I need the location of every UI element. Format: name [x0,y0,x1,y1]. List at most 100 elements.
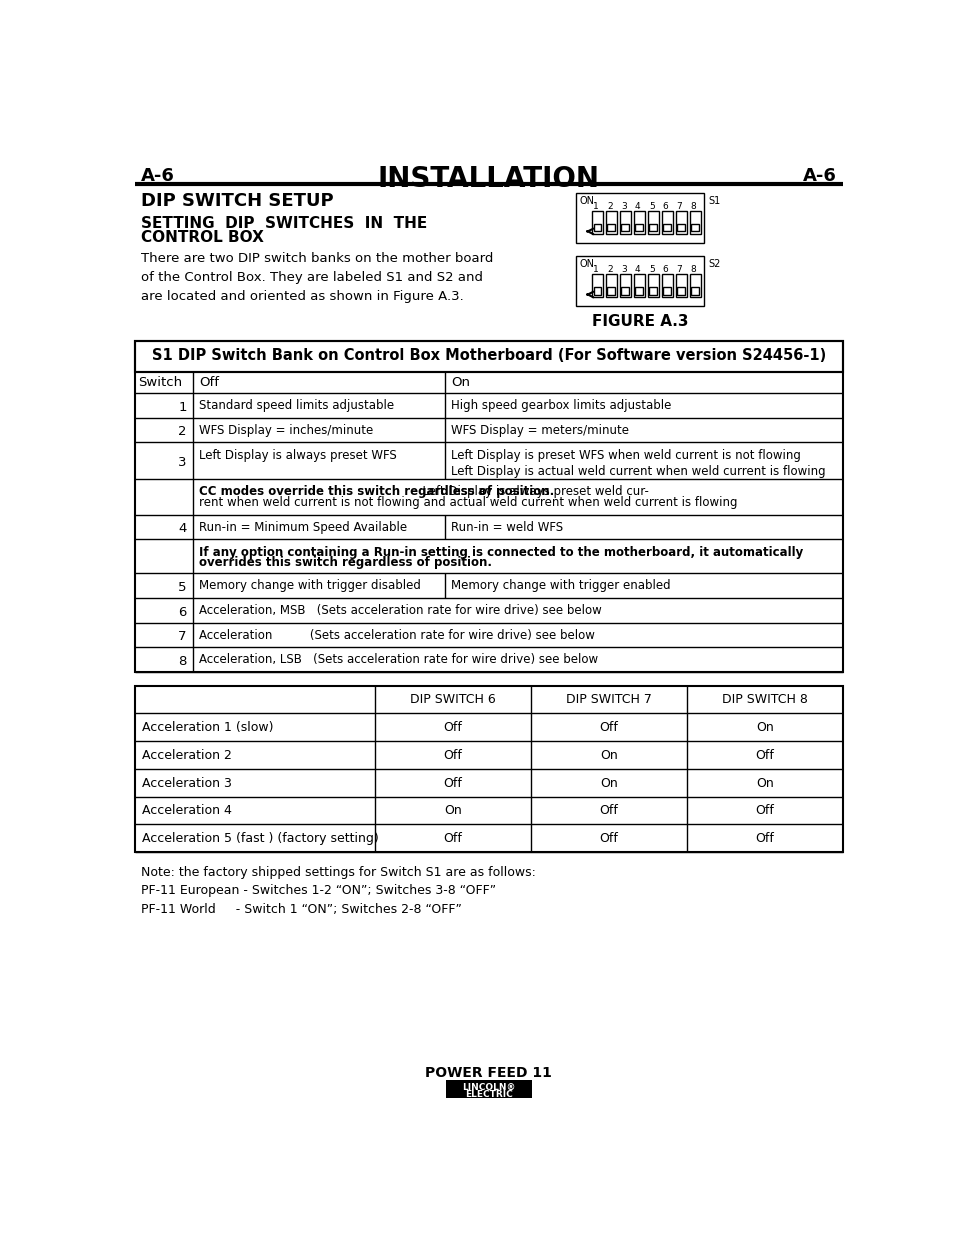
Text: Acceleration, LSB   (Sets acceleration rate for wire drive) see below: Acceleration, LSB (Sets acceleration rat… [199,653,598,667]
Bar [635,224,642,231]
Text: Run-in = weld WFS: Run-in = weld WFS [451,521,562,534]
Bar [607,224,615,231]
Bar [662,224,670,231]
Text: S2: S2 [707,259,720,269]
Bar [592,274,602,296]
Text: Run-in = Minimum Speed Available: Run-in = Minimum Speed Available [199,521,407,534]
Text: 4: 4 [635,266,639,274]
Bar [675,211,686,233]
Bar [607,287,615,294]
Text: INSTALLATION: INSTALLATION [377,165,599,193]
Text: WFS Display = inches/minute: WFS Display = inches/minute [199,424,373,437]
Text: 7: 7 [676,203,681,211]
Text: rent when weld current is not flowing and actual weld current when weld current : rent when weld current is not flowing an… [199,496,737,509]
Text: 5: 5 [648,266,654,274]
Bar [134,341,842,672]
Text: On: On [599,777,618,789]
Bar [691,287,699,294]
Text: 4: 4 [635,203,639,211]
Bar [677,287,684,294]
Bar [576,256,703,306]
Bar [592,211,602,233]
Bar [691,224,699,231]
Text: 8: 8 [178,655,187,668]
Text: On: On [756,721,773,734]
Text: ON: ON [579,259,594,269]
Text: DIP SWITCH 6: DIP SWITCH 6 [410,693,496,706]
Text: DIP SWITCH SETUP: DIP SWITCH SETUP [141,193,334,210]
Text: Off: Off [199,377,219,389]
Text: 3: 3 [620,203,626,211]
Bar [620,224,629,231]
Text: 8: 8 [690,203,696,211]
Text: DIP SWITCH 8: DIP SWITCH 8 [721,693,807,706]
Bar [689,274,700,296]
Bar [633,274,644,296]
Text: Off: Off [443,777,462,789]
Text: On: On [756,777,773,789]
Text: Off: Off [599,832,618,845]
Text: Acceleration 4: Acceleration 4 [142,804,233,818]
Text: On: On [599,748,618,762]
Text: Acceleration, MSB   (Sets acceleration rate for wire drive) see below: Acceleration, MSB (Sets acceleration rat… [199,604,601,618]
Bar [134,341,842,372]
Text: 3: 3 [178,456,187,469]
Text: Left Display is preset WFS when weld current is not flowing
Left Display is actu: Left Display is preset WFS when weld cur… [451,448,824,478]
Text: There are two DIP switch banks on the mother board
of the Control Box. They are : There are two DIP switch banks on the mo… [141,252,493,303]
Bar [605,211,617,233]
Text: Off: Off [443,832,462,845]
Text: Acceleration 3: Acceleration 3 [142,777,233,789]
Text: CC modes override this switch regardless of position.: CC modes override this switch regardless… [199,485,554,499]
Text: Left Display is always preset WFS: Left Display is always preset WFS [199,448,396,462]
Text: 5: 5 [648,203,654,211]
Text: ON: ON [579,196,594,206]
Bar [649,287,657,294]
Text: S1 DIP Switch Bank on Control Box Motherboard (For Software version S24456-1): S1 DIP Switch Bank on Control Box Mother… [152,348,825,363]
Bar [647,211,658,233]
Text: Off: Off [755,804,774,818]
Bar [593,287,600,294]
Text: ELECTRIC: ELECTRIC [464,1091,513,1099]
Text: Off: Off [599,721,618,734]
Text: Off: Off [443,721,462,734]
Text: On: On [451,377,470,389]
Text: 5: 5 [178,580,187,594]
Text: Off: Off [755,748,774,762]
Text: DIP SWITCH 7: DIP SWITCH 7 [565,693,651,706]
Text: On: On [444,804,461,818]
Bar [661,274,672,296]
Text: 2: 2 [178,425,187,438]
Bar [619,274,630,296]
Text: A-6: A-6 [141,168,174,185]
Text: Off: Off [443,748,462,762]
Text: Off: Off [599,804,618,818]
Text: 2: 2 [606,203,612,211]
Bar [675,274,686,296]
Text: 2: 2 [606,266,612,274]
Text: Memory change with trigger enabled: Memory change with trigger enabled [451,579,670,593]
Text: 6: 6 [178,605,187,619]
Bar [620,287,629,294]
Text: 8: 8 [690,266,696,274]
Text: Off: Off [755,832,774,845]
Text: WFS Display = meters/minute: WFS Display = meters/minute [451,424,628,437]
Text: A-6: A-6 [802,168,836,185]
Bar [446,1079,531,1098]
Text: 7: 7 [676,266,681,274]
Bar [689,211,700,233]
Text: High speed gearbox limits adjustable: High speed gearbox limits adjustable [451,399,671,412]
Text: LINCOLN®: LINCOLN® [461,1083,516,1092]
Text: 1: 1 [593,203,598,211]
Text: 4: 4 [178,522,187,536]
Text: 6: 6 [662,203,668,211]
Text: Acceleration          (Sets acceleration rate for wire drive) see below: Acceleration (Sets acceleration rate for… [199,629,595,642]
Bar [661,211,672,233]
Text: If any option containing a Run-in setting is connected to the motherboard, it au: If any option containing a Run-in settin… [199,546,802,558]
Text: Switch: Switch [138,377,183,389]
Bar [619,211,630,233]
Text: 7: 7 [178,630,187,643]
Bar [576,193,703,243]
Bar [647,274,658,296]
Text: Standard speed limits adjustable: Standard speed limits adjustable [199,399,394,412]
Bar [635,287,642,294]
